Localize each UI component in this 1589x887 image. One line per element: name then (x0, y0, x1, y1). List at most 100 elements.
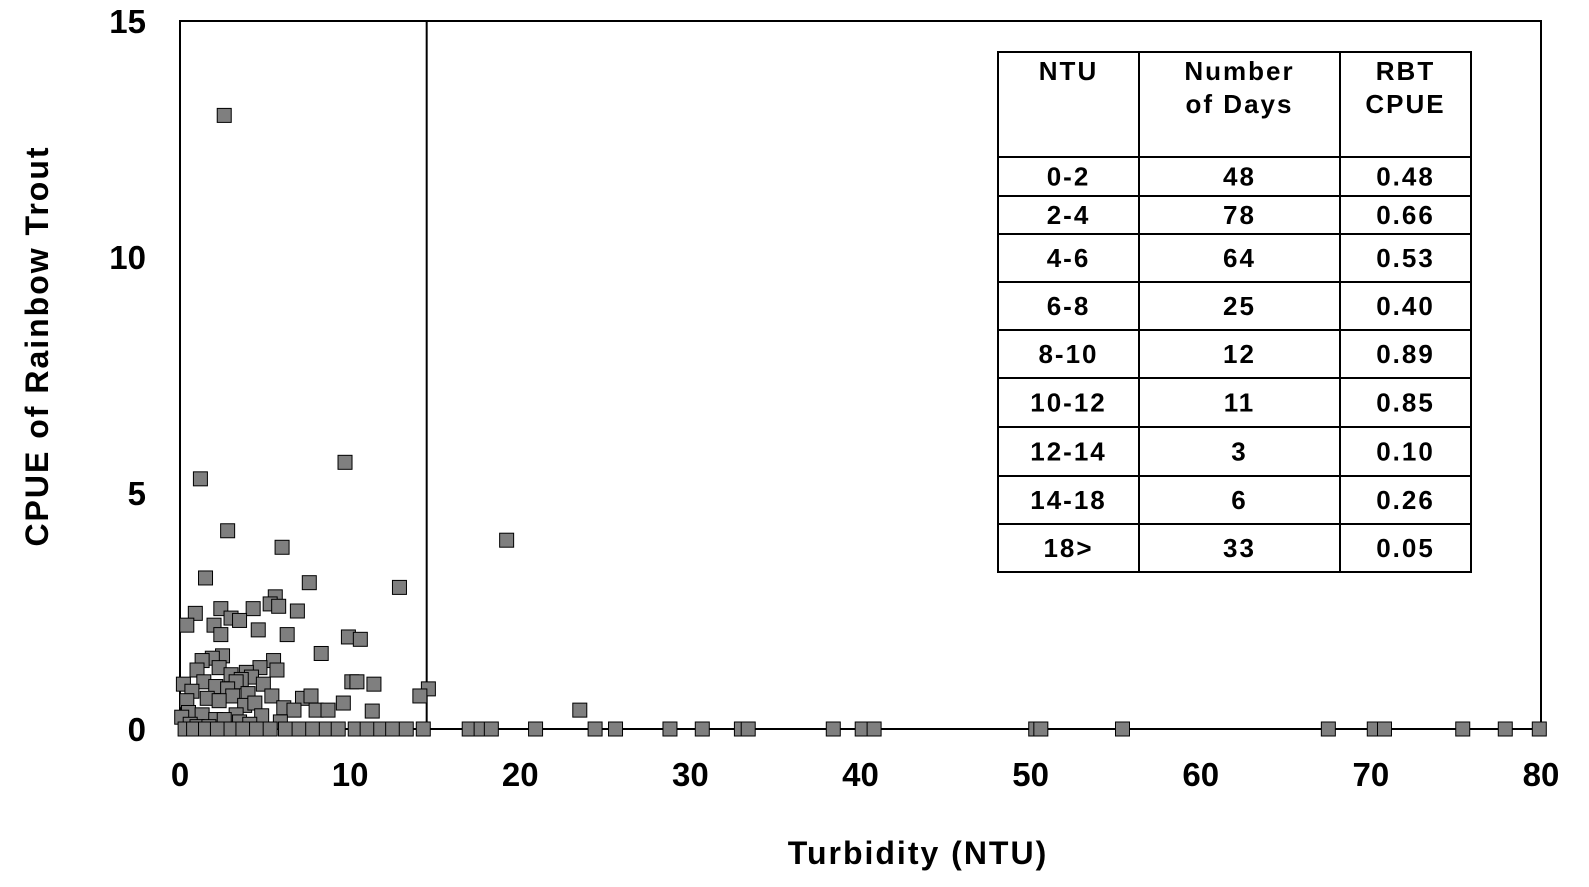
data-point (412, 688, 428, 704)
data-point (1531, 721, 1547, 737)
table-cell: 0.05 (1376, 533, 1435, 563)
data-point (483, 721, 499, 737)
table-cell: 0.85 (1376, 388, 1435, 418)
data-point (303, 688, 319, 704)
data-point (235, 721, 251, 737)
x-axis-title: Turbidity (NTU) (788, 835, 1048, 871)
data-point (291, 721, 307, 737)
table-cell: 12-14 (1030, 437, 1107, 467)
data-point (250, 622, 266, 638)
data-point (247, 695, 263, 711)
data-point (179, 617, 195, 633)
table-cell: 12 (1223, 339, 1256, 369)
y-tick-label: 10 (109, 239, 146, 276)
x-tick-label: 70 (1353, 756, 1390, 793)
table-cell: 18> (1043, 533, 1093, 563)
table-cell: 2-4 (1047, 200, 1091, 230)
table-cell: 10-12 (1030, 388, 1107, 418)
table-cell: 14-18 (1030, 485, 1107, 515)
table-cell: 0.48 (1376, 162, 1435, 192)
data-point (364, 703, 380, 719)
x-tick-label: 60 (1182, 756, 1219, 793)
data-point (1376, 721, 1392, 737)
data-point (262, 721, 278, 737)
table-cell: 0.89 (1376, 339, 1435, 369)
table-cell: 11 (1224, 388, 1256, 418)
data-point (662, 721, 678, 737)
y-axis-tick-labels: 0 5 10 15 (109, 3, 146, 748)
data-point (1455, 721, 1471, 737)
table-header-cell: of Days (1186, 89, 1294, 119)
data-point (694, 721, 710, 737)
data-point (866, 721, 882, 737)
data-point (825, 721, 841, 737)
x-tick-label: 40 (842, 756, 879, 793)
table-cell: 0.53 (1376, 243, 1435, 273)
data-point (271, 598, 287, 614)
data-point (269, 662, 285, 678)
data-point (366, 676, 382, 692)
x-tick-label: 50 (1012, 756, 1049, 793)
table-cell: 0.40 (1376, 291, 1435, 321)
table-header-cell: RBT (1376, 56, 1435, 86)
data-point (216, 107, 232, 123)
data-point (1033, 721, 1049, 737)
data-point (499, 532, 515, 548)
data-point (264, 688, 280, 704)
table-header-cell: CPUE (1365, 89, 1445, 119)
data-point (305, 721, 321, 737)
x-tick-label: 30 (672, 756, 709, 793)
data-point (211, 693, 227, 709)
data-point (187, 605, 203, 621)
data-point (192, 471, 208, 487)
table-frame (997, 51, 1472, 573)
data-point (320, 702, 336, 718)
table-cell: 48 (1223, 162, 1256, 192)
table-cell: 0.66 (1376, 200, 1435, 230)
y-axis-title: CPUE of Rainbow Trout (19, 145, 55, 546)
data-point (232, 612, 248, 628)
table-cell: 8-10 (1038, 339, 1098, 369)
x-tick-label: 10 (332, 756, 369, 793)
data-point (608, 721, 624, 737)
data-point (249, 721, 265, 737)
y-tick-label: 15 (109, 3, 146, 40)
table-cell: 25 (1223, 291, 1256, 321)
data-point (274, 539, 290, 555)
table-cell: 64 (1223, 243, 1256, 273)
data-point (1114, 721, 1130, 737)
data-point (313, 645, 329, 661)
data-point (337, 454, 353, 470)
data-point (572, 702, 588, 718)
data-point (209, 721, 225, 737)
data-point (330, 721, 346, 737)
table-cell: 0.26 (1376, 485, 1435, 515)
data-point (352, 631, 368, 647)
data-point (587, 721, 603, 737)
data-point (245, 601, 261, 617)
data-point (1497, 721, 1513, 737)
data-point (289, 603, 305, 619)
table-header-cell: Number (1184, 56, 1294, 86)
data-point (1320, 721, 1336, 737)
x-tick-label: 80 (1523, 756, 1560, 793)
data-point (335, 695, 351, 711)
data-point (279, 627, 295, 643)
data-point (213, 627, 229, 643)
table-cell: 4-6 (1047, 243, 1091, 273)
x-axis-tick-labels: 0 10 20 30 40 50 60 70 80 (171, 756, 1560, 793)
y-tick-label: 0 (128, 711, 146, 748)
data-point (286, 702, 302, 718)
data-point (198, 570, 214, 586)
data-point (415, 721, 431, 737)
data-point (528, 721, 544, 737)
x-tick-label: 20 (502, 756, 539, 793)
y-tick-label: 5 (128, 475, 146, 512)
data-point (349, 674, 365, 690)
data-point (255, 676, 271, 692)
table-cell: 3 (1231, 437, 1247, 467)
data-point (398, 721, 414, 737)
table-cell: 6-8 (1047, 291, 1091, 321)
